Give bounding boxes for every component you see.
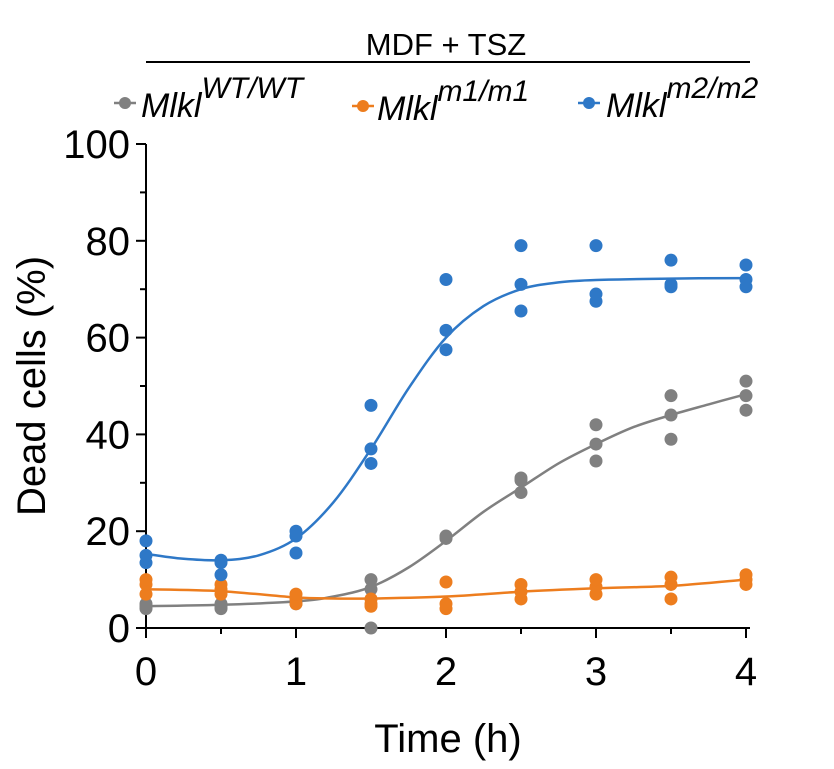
legend-entry-wt: MlklWT/WT bbox=[114, 72, 306, 125]
point-wt-17 bbox=[514, 471, 528, 485]
data-points bbox=[139, 239, 753, 635]
point-m2-25 bbox=[739, 273, 753, 287]
x-tick-label-4: 4 bbox=[735, 650, 757, 694]
legend-marker-m2 bbox=[583, 97, 595, 109]
chart-title: MDF + TSZ bbox=[366, 27, 526, 62]
point-m2-5 bbox=[214, 553, 228, 567]
point-m1-0 bbox=[139, 587, 153, 601]
point-m1-23 bbox=[664, 570, 678, 584]
legend-label-wt-name: Mlkl bbox=[141, 87, 203, 125]
point-wt-5 bbox=[214, 599, 228, 613]
legend-label-wt-sup: WT/WT bbox=[201, 72, 305, 105]
point-m2-2 bbox=[139, 534, 153, 548]
point-m1-2 bbox=[139, 573, 153, 587]
y-tick-label-80: 80 bbox=[86, 220, 131, 264]
point-m2-12 bbox=[439, 343, 453, 357]
legend-marker-wt bbox=[119, 97, 131, 109]
point-m2-17 bbox=[514, 239, 528, 253]
point-m1-14 bbox=[439, 575, 453, 589]
legend-label-m2-name: Mlkl bbox=[606, 87, 668, 125]
x-tick-label-2: 2 bbox=[435, 650, 457, 694]
legend-entry-m1: Mlklm1/m1 bbox=[352, 75, 529, 128]
y-tick-label-100: 100 bbox=[63, 123, 130, 167]
point-m1-5 bbox=[214, 577, 228, 591]
legend-label-m2-sup: m2/m2 bbox=[666, 72, 758, 105]
point-m1-26 bbox=[739, 568, 753, 582]
legend-label-m1-sup: m1/m1 bbox=[437, 75, 529, 108]
point-wt-25 bbox=[739, 389, 753, 403]
legend-label-m1-name: Mlkl bbox=[377, 90, 439, 128]
point-wt-26 bbox=[739, 374, 753, 388]
point-wt-10 bbox=[364, 582, 378, 596]
point-m1-13 bbox=[439, 597, 453, 611]
y-tick-label-0: 0 bbox=[108, 607, 130, 651]
point-m2-22 bbox=[664, 277, 678, 291]
point-m1-7 bbox=[289, 597, 303, 611]
point-wt-21 bbox=[664, 432, 678, 446]
point-m2-14 bbox=[439, 273, 453, 287]
legend-marker-m1 bbox=[357, 100, 369, 112]
point-wt-11 bbox=[364, 573, 378, 587]
fit-curve-m1 bbox=[145, 578, 747, 600]
point-m2-9 bbox=[364, 456, 378, 470]
point-m1-8 bbox=[289, 587, 303, 601]
x-tick-label-0: 0 bbox=[135, 650, 157, 694]
fit-curve-m2 bbox=[145, 276, 747, 562]
point-m2-23 bbox=[664, 253, 678, 267]
y-axis-label: Dead cells (%) bbox=[10, 256, 54, 516]
point-wt-19 bbox=[589, 437, 603, 451]
point-m1-21 bbox=[664, 592, 678, 606]
point-m2-11 bbox=[364, 398, 378, 412]
point-m2-13 bbox=[439, 323, 453, 337]
point-wt-14 bbox=[439, 530, 453, 544]
point-m2-3 bbox=[214, 568, 228, 582]
point-m2-8 bbox=[289, 524, 303, 538]
point-wt-24 bbox=[739, 403, 753, 417]
legend-label-m1: Mlklm1/m1 bbox=[377, 75, 529, 128]
point-m1-20 bbox=[589, 573, 603, 587]
point-m1-11 bbox=[364, 599, 378, 613]
point-wt-18 bbox=[589, 454, 603, 468]
point-wt-2 bbox=[139, 599, 153, 613]
x-axis-label: Time (h) bbox=[374, 717, 521, 761]
point-wt-15 bbox=[514, 485, 528, 499]
legend-entry-m2: Mlklm2/m2 bbox=[578, 72, 758, 125]
point-m2-26 bbox=[739, 258, 753, 272]
point-m2-15 bbox=[514, 304, 528, 318]
point-m2-16 bbox=[514, 277, 528, 291]
y-tick-label-20: 20 bbox=[86, 510, 131, 554]
point-m2-10 bbox=[364, 442, 378, 456]
y-tick-label-60: 60 bbox=[86, 317, 131, 361]
point-wt-20 bbox=[589, 418, 603, 432]
x-tick-label-3: 3 bbox=[585, 650, 607, 694]
point-wt-9 bbox=[364, 621, 378, 635]
point-wt-23 bbox=[664, 389, 678, 403]
point-m2-20 bbox=[589, 239, 603, 253]
legend-label-wt: MlklWT/WT bbox=[141, 72, 306, 125]
axis-ticks: 0 20 40 60 80 100 0 1 2 3 4 bbox=[63, 123, 757, 694]
point-m2-1 bbox=[139, 548, 153, 562]
point-m1-17 bbox=[514, 577, 528, 591]
fit-curve-wt bbox=[145, 392, 747, 608]
x-tick-label-1: 1 bbox=[285, 650, 307, 694]
legend: MlklWT/WT Mlklm1/m1 Mlklm2/m2 bbox=[114, 72, 758, 128]
legend-label-m2: Mlklm2/m2 bbox=[606, 72, 758, 125]
y-tick-label-40: 40 bbox=[86, 413, 131, 457]
point-m2-6 bbox=[289, 546, 303, 560]
point-m2-19 bbox=[589, 287, 603, 301]
point-wt-22 bbox=[664, 408, 678, 422]
